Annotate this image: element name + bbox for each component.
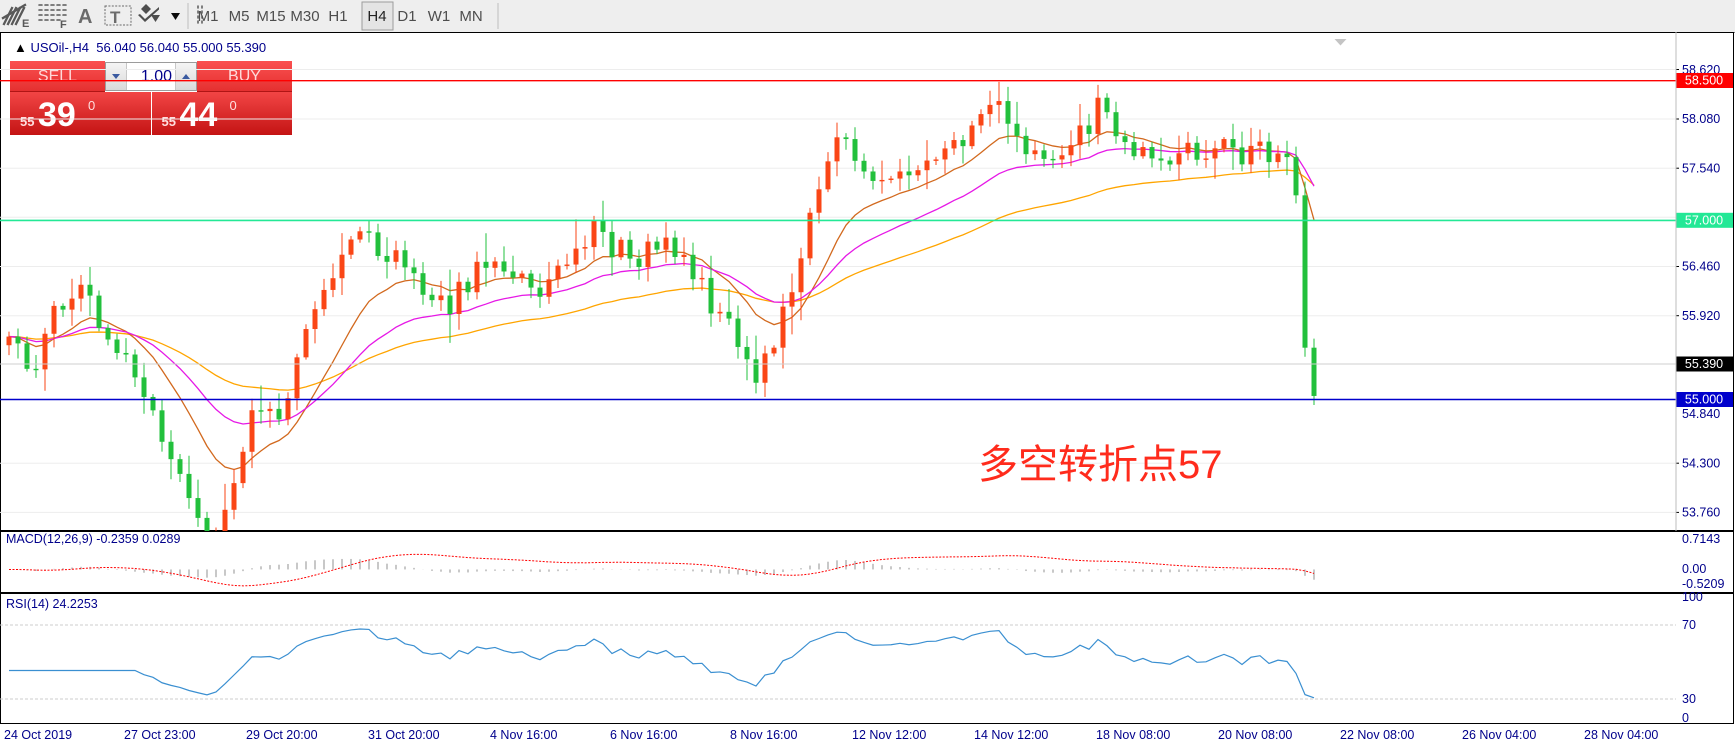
svg-text:18 Nov 08:00: 18 Nov 08:00 [1096,728,1170,742]
svg-text:4 Nov 16:00: 4 Nov 16:00 [490,728,557,742]
svg-text:6 Nov 16:00: 6 Nov 16:00 [610,728,677,742]
svg-text:12 Nov 12:00: 12 Nov 12:00 [852,728,926,742]
svg-text:27 Oct 23:00: 27 Oct 23:00 [124,728,196,742]
svg-text:8 Nov 16:00: 8 Nov 16:00 [730,728,797,742]
svg-text:28 Nov 04:00: 28 Nov 04:00 [1584,728,1658,742]
svg-text:24 Oct 2019: 24 Oct 2019 [4,728,72,742]
svg-text:22 Nov 08:00: 22 Nov 08:00 [1340,728,1414,742]
svg-text:26 Nov 04:00: 26 Nov 04:00 [1462,728,1536,742]
svg-text:14 Nov 12:00: 14 Nov 12:00 [974,728,1048,742]
svg-text:31 Oct 20:00: 31 Oct 20:00 [368,728,440,742]
svg-text:29 Oct 20:00: 29 Oct 20:00 [246,728,318,742]
svg-text:20 Nov 08:00: 20 Nov 08:00 [1218,728,1292,742]
